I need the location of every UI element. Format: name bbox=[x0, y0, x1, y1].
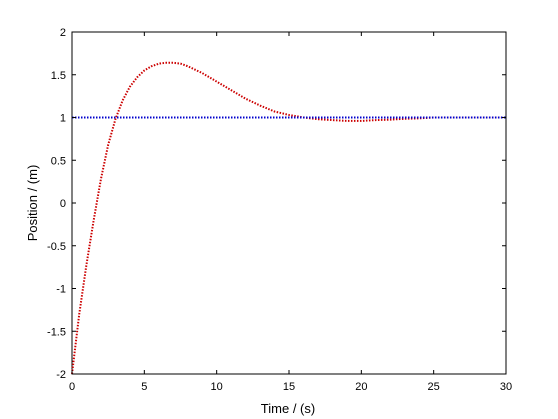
y-tick-label: 0.5 bbox=[51, 155, 66, 167]
y-tick-label: 1 bbox=[60, 113, 66, 125]
y-axis: -2 -1.5 -1 -0.5 0 0.5 1 1.5 2 bbox=[47, 27, 506, 381]
plot-area bbox=[71, 31, 507, 375]
x-axis-label: Time / (s) bbox=[261, 401, 315, 416]
y-tick-label: 1.5 bbox=[51, 70, 66, 82]
y-axis-label: Position / (m) bbox=[25, 165, 40, 242]
x-tick-label: 20 bbox=[355, 381, 367, 393]
y-tick-label: -1 bbox=[56, 284, 66, 296]
y-tick-label: -1.5 bbox=[47, 326, 66, 338]
x-tick-label: 25 bbox=[428, 381, 440, 393]
x-tick-label: 5 bbox=[141, 381, 147, 393]
x-tick-label: 30 bbox=[500, 381, 512, 393]
y-tick-label: -2 bbox=[56, 369, 66, 381]
plot-frame bbox=[71, 31, 507, 375]
x-tick-label: 0 bbox=[69, 381, 75, 393]
x-axis: 0 5 10 15 20 25 30 bbox=[69, 32, 512, 393]
y-tick-label: -0.5 bbox=[47, 241, 66, 253]
y-tick-label: 0 bbox=[60, 198, 66, 210]
x-tick-label: 15 bbox=[283, 381, 295, 393]
y-tick-label: 2 bbox=[60, 27, 66, 39]
x-tick-label: 10 bbox=[211, 381, 223, 393]
